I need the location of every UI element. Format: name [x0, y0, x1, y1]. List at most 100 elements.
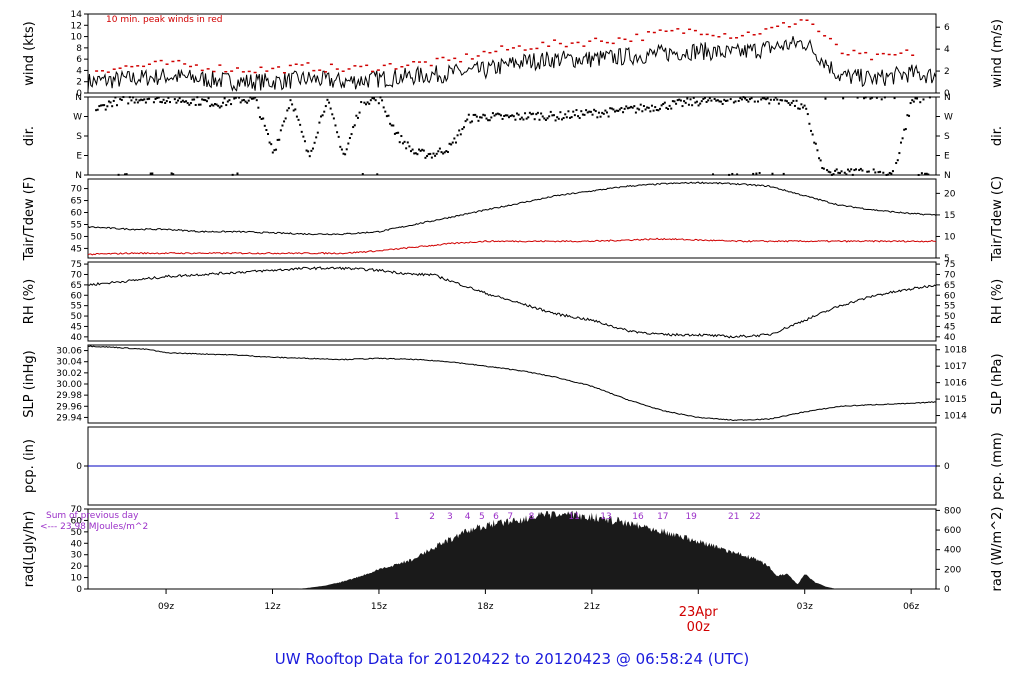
dir-point: [790, 101, 793, 104]
right-tick-label: 400: [944, 546, 961, 556]
peak-wind-mark: [259, 66, 263, 69]
dir-point: [210, 103, 213, 106]
dir-point: [559, 111, 562, 114]
dir-point: [511, 114, 514, 117]
dir-point: [691, 104, 694, 107]
peak-wind-mark: [423, 61, 427, 63]
peak-wind-mark: [905, 49, 909, 51]
left-tick-label: 8: [76, 44, 82, 54]
x-tick-label: 18z: [477, 602, 493, 612]
peak-wind-mark: [699, 33, 703, 36]
right-tick-label: 10: [944, 232, 956, 242]
dir-point: [716, 99, 719, 102]
peak-wind-mark: [241, 71, 245, 73]
peak-wind-mark: [711, 34, 715, 37]
dir-point: [724, 99, 727, 102]
dir-point: [403, 140, 406, 143]
dir-point: [495, 113, 498, 116]
dir-point: [634, 111, 637, 114]
peak-wind-mark: [541, 41, 545, 44]
left-tick-label: 45: [71, 244, 82, 254]
dir-point: [450, 143, 453, 146]
dir-point: [615, 109, 618, 112]
dir-point: [414, 152, 417, 155]
right-tick-label: 75: [944, 260, 955, 270]
dir-point: [597, 111, 600, 114]
dir-point: [530, 113, 533, 116]
peak-wind-mark: [200, 69, 204, 72]
dir-point: [589, 110, 592, 113]
right-tick-label: 4: [944, 45, 950, 55]
dir-point: [464, 120, 467, 123]
peak-wind-mark: [523, 49, 527, 51]
right-tick-label: 1016: [944, 379, 967, 389]
dir-point: [659, 107, 662, 110]
dir-point: [782, 172, 785, 175]
dir-point: [427, 153, 430, 156]
dir-point: [480, 116, 483, 119]
dir-point: [454, 141, 457, 144]
peak-wind-mark: [341, 70, 345, 72]
left-tick-label: 65: [71, 281, 82, 291]
left-tick-label: 29.94: [56, 413, 82, 423]
dir-point: [366, 101, 369, 104]
dir-point: [311, 147, 314, 150]
dir-point: [507, 116, 510, 119]
dir-point: [726, 99, 729, 102]
left-tick-label: W: [73, 113, 82, 123]
dir-point: [326, 98, 329, 101]
dir-point: [506, 114, 509, 117]
dir-point: [552, 114, 555, 117]
dir-point: [368, 102, 371, 105]
rad-hour-label: 17: [657, 512, 668, 522]
dir-point: [593, 108, 596, 111]
left-tick-label: 0: [76, 89, 82, 99]
peak-wind-mark: [171, 60, 175, 63]
dir-point: [800, 103, 803, 106]
left-tick-label: 65: [71, 197, 82, 207]
peak-wind-mark: [817, 30, 821, 33]
dir-point: [344, 153, 347, 156]
dir-point: [729, 98, 732, 101]
peak-wind-mark: [359, 65, 363, 68]
dir-point: [485, 117, 488, 120]
peak-wind-mark: [147, 63, 151, 65]
dir-point: [265, 129, 268, 132]
dir-point: [683, 100, 686, 103]
peak-wind-mark: [365, 64, 369, 67]
dir-point: [765, 98, 768, 101]
right-tick-label: 6: [944, 23, 950, 33]
dir-point: [665, 106, 668, 109]
dir-point: [141, 99, 144, 102]
peak-wind-mark: [846, 54, 850, 56]
dir-point: [148, 97, 151, 100]
dir-point: [342, 152, 345, 155]
dir-point: [827, 170, 830, 173]
dir-point: [681, 105, 684, 108]
dir-point: [220, 105, 223, 108]
dir-point: [863, 97, 866, 100]
peak-wind-mark: [453, 57, 457, 60]
right-axis-label-slp: SLP (hPa): [990, 353, 1005, 414]
dir-point: [821, 166, 824, 169]
series-line-rh: [87, 266, 937, 339]
dir-point: [580, 110, 583, 113]
peak-wind-mark: [124, 65, 128, 67]
dir-point: [766, 97, 769, 100]
dir-point: [363, 101, 366, 104]
dir-point: [517, 113, 520, 116]
dir-point: [226, 100, 229, 103]
dir-point: [393, 132, 396, 135]
dir-point: [352, 126, 355, 129]
dir-point: [837, 171, 840, 174]
dir-point: [896, 159, 899, 162]
dir-point: [533, 118, 536, 121]
dir-point: [101, 104, 104, 107]
dir-point: [334, 124, 337, 127]
dir-point: [607, 115, 610, 118]
left-tick-label: 55: [71, 302, 82, 312]
dir-point: [157, 96, 160, 99]
dir-point: [744, 97, 747, 100]
dir-point: [610, 107, 613, 110]
dir-point: [874, 171, 877, 174]
